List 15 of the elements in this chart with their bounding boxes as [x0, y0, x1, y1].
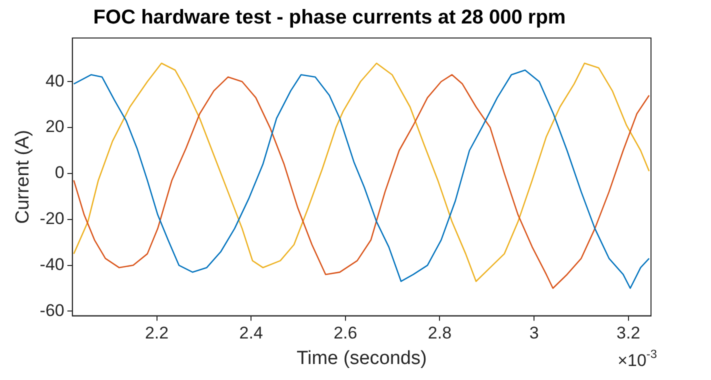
x-tick-label: 2.8 — [428, 324, 452, 343]
chart-title: FOC hardware test - phase currents at 28 000 rpm — [93, 6, 566, 29]
x-tick-label: 2.4 — [239, 324, 263, 343]
y-tick-label: -60 — [40, 300, 64, 320]
x-tick-label: 3 — [529, 324, 539, 343]
x-axis-title: Time (seconds) — [296, 348, 427, 369]
y-tick-label: -40 — [40, 254, 64, 274]
y-tick-label: 40 — [45, 71, 64, 90]
x-tick-label: 3.2 — [616, 324, 640, 343]
y-axis-title: Current (A) — [12, 130, 34, 224]
y-tick-label: 0 — [54, 163, 64, 182]
y-tick-label: 20 — [45, 117, 64, 136]
y-tick-label: -20 — [40, 209, 64, 228]
x-tick-label: 2.2 — [144, 324, 169, 343]
x-tick-label: 2.6 — [334, 324, 358, 343]
